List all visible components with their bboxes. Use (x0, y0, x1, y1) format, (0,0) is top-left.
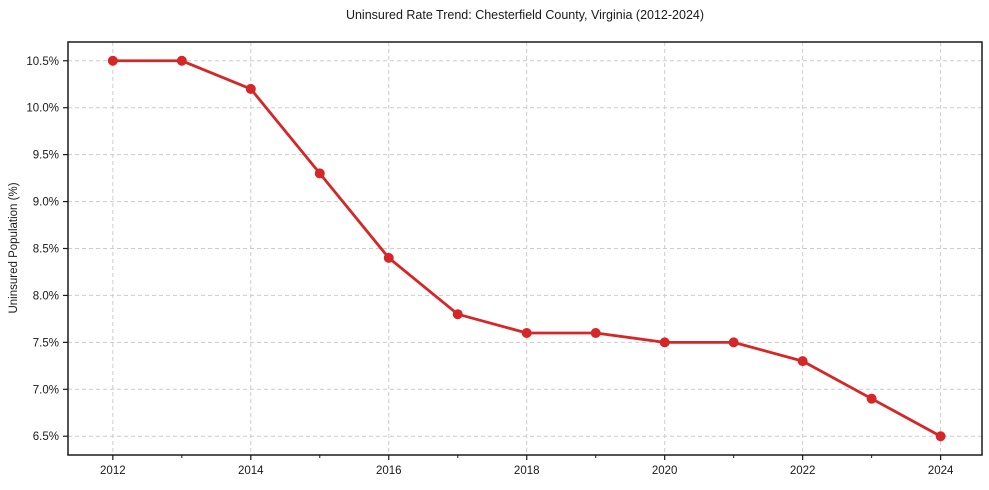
x-axis-tick-label: 2020 (652, 465, 678, 477)
data-point-marker (107, 55, 118, 66)
y-axis-tick-label: 7.0% (33, 384, 59, 396)
x-axis-tick-label: 2018 (514, 465, 540, 477)
y-axis-tick-label: 7.5% (33, 337, 59, 349)
data-point-marker (866, 393, 877, 404)
data-point-marker (176, 55, 187, 66)
data-point-marker (728, 337, 739, 348)
y-axis-tick-label: 8.5% (33, 244, 59, 256)
data-point-marker (383, 252, 394, 263)
y-axis-tick-label: 9.5% (33, 150, 59, 162)
y-axis-tick-label: 10.5% (26, 56, 59, 68)
data-point-marker (659, 337, 670, 348)
y-axis-tick-label: 9.0% (33, 197, 59, 209)
data-point-marker (935, 431, 946, 442)
x-axis-tick-label: 2024 (928, 465, 954, 477)
data-point-marker (314, 168, 325, 179)
data-point-marker (797, 356, 808, 367)
y-axis-tick-label: 8.0% (33, 290, 59, 302)
chart-title: Uninsured Rate Trend: Chesterfield Count… (345, 8, 705, 22)
data-point-marker (590, 327, 601, 338)
x-axis-tick-label: 2014 (238, 465, 264, 477)
y-axis-tick-label: 10.0% (26, 103, 59, 115)
data-point-marker (521, 327, 532, 338)
x-axis-tick-label: 2022 (790, 465, 816, 477)
x-axis-tick-label: 2012 (100, 465, 126, 477)
data-point-marker (245, 83, 256, 94)
x-axis-tick-label: 2016 (376, 465, 402, 477)
data-point-marker (452, 309, 463, 320)
y-axis-tick-label: 6.5% (33, 431, 59, 443)
